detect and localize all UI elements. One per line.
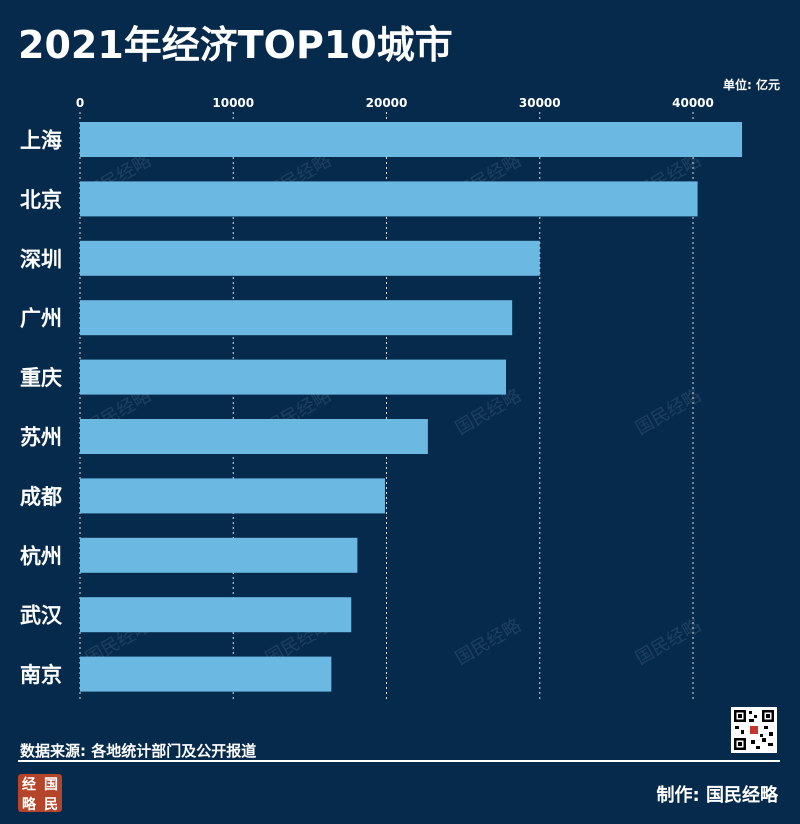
watermark-text: 国民经略	[452, 615, 525, 669]
watermark-text: 国民经略	[632, 385, 705, 439]
unit-label: 单位: 亿元	[723, 78, 780, 92]
x-tick-labels: 0 10000 20000 30000 40000	[76, 96, 714, 110]
bar	[80, 181, 698, 217]
maker-credit: 制作: 国民经略	[656, 785, 778, 806]
x-tick-label: 10000	[212, 96, 254, 110]
bar	[80, 537, 358, 573]
x-tick-label: 0	[76, 96, 84, 110]
bar	[80, 419, 428, 454]
category-label: 苏州	[20, 426, 62, 450]
x-tick-label: 20000	[366, 96, 408, 110]
category-label: 上海	[20, 129, 62, 153]
logo-char: 民	[44, 797, 58, 813]
footer-divider	[18, 760, 780, 762]
bar	[80, 240, 540, 276]
x-tick-label: 40000	[672, 96, 714, 110]
source-note: 数据来源: 各地统计部门及公开报道	[20, 742, 257, 760]
logo-char: 经	[22, 777, 36, 793]
logo-char: 国	[44, 777, 58, 793]
category-label: 北京	[20, 188, 62, 212]
category-label: 深圳	[20, 247, 62, 271]
bar	[80, 300, 513, 336]
logo-char: 略	[22, 797, 36, 813]
category-label: 广州	[20, 307, 62, 331]
category-label: 杭州	[20, 544, 62, 568]
bar	[80, 656, 332, 692]
bar	[80, 478, 385, 514]
x-tick-label: 30000	[519, 96, 561, 110]
watermark-text: 国民经略	[632, 615, 705, 669]
bar	[80, 359, 507, 395]
bars	[80, 122, 743, 692]
category-label: 重庆	[20, 366, 62, 390]
bar	[80, 122, 743, 157]
bar	[80, 597, 352, 633]
category-label: 武汉	[20, 604, 63, 628]
category-label: 南京	[20, 663, 62, 687]
chart-title: 2021年经济TOP10城市	[18, 23, 453, 67]
qr-code	[731, 707, 777, 753]
category-label: 成都	[20, 485, 62, 509]
brand-logo: 经 国 略 民	[18, 774, 62, 813]
